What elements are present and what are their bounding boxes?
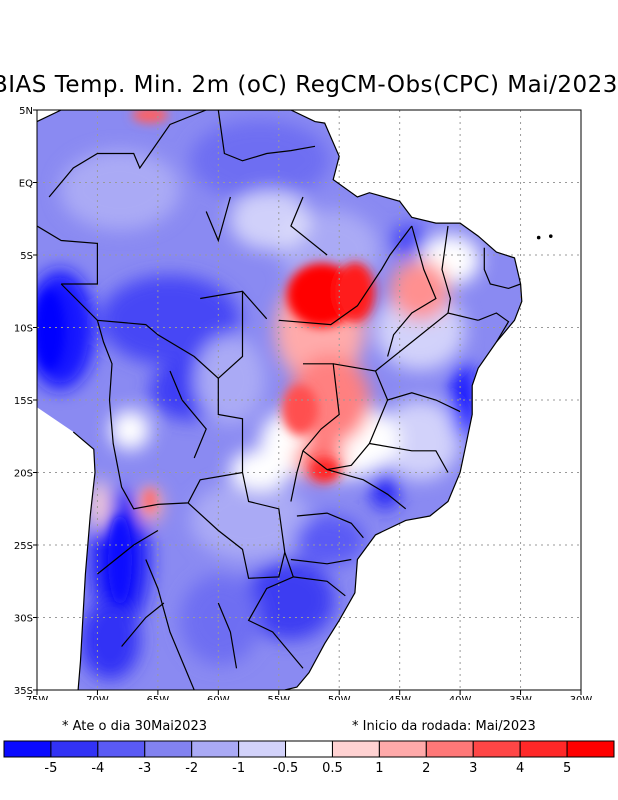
border-line bbox=[387, 225, 437, 357]
island-marker bbox=[548, 234, 553, 238]
legend-label: -5 bbox=[44, 761, 57, 776]
border-line bbox=[441, 225, 452, 314]
legend-label: 0.5 bbox=[322, 761, 343, 776]
legend-label: -0.5 bbox=[273, 761, 298, 776]
y-axis-ticks: 5N EQ 5S 10S 15S 20S 25S 30S 35S bbox=[14, 106, 37, 697]
border-line bbox=[145, 559, 195, 690]
note-until-date: * Ate o dia 30Mai2023 bbox=[62, 719, 207, 734]
y-tick-label: 5S bbox=[20, 251, 33, 262]
border-line bbox=[37, 225, 98, 285]
x-axis-ticks: 75W 70W 65W 60W 55W 50W 45W 40W 35W 30W bbox=[26, 690, 593, 700]
legend-swatch bbox=[519, 740, 568, 758]
legend-swatch bbox=[425, 740, 474, 758]
x-tick-label: 35W bbox=[509, 695, 532, 700]
y-tick-label: EQ bbox=[19, 179, 33, 190]
border-line bbox=[121, 602, 165, 647]
x-tick-label: 30W bbox=[570, 695, 593, 700]
border-line bbox=[326, 469, 407, 510]
border-line bbox=[96, 320, 243, 510]
x-tick-label: 65W bbox=[147, 695, 170, 700]
border-line bbox=[217, 602, 238, 669]
legend-label: 2 bbox=[422, 761, 430, 776]
legend-swatch bbox=[191, 740, 240, 758]
border-line bbox=[477, 312, 510, 343]
y-tick-label: 10S bbox=[14, 324, 33, 335]
legend-label: 4 bbox=[516, 761, 524, 776]
island-marker bbox=[536, 235, 541, 240]
legend-label: 3 bbox=[469, 761, 477, 776]
border-line bbox=[200, 290, 268, 320]
y-tick-label: 15S bbox=[14, 396, 33, 407]
legend-label: -1 bbox=[232, 761, 245, 776]
legend-label: -3 bbox=[138, 761, 151, 776]
border-line bbox=[217, 291, 244, 379]
legend-label: 1 bbox=[375, 761, 383, 776]
legend-label: 5 bbox=[563, 761, 571, 776]
border-line bbox=[48, 110, 207, 198]
border-line bbox=[217, 110, 316, 162]
border-line bbox=[369, 442, 449, 473]
border-line bbox=[187, 502, 286, 579]
y-tick-label: 30S bbox=[14, 614, 33, 625]
bias-map: 75W 70W 65W 60W 55W 50W 45W 40W 35W 30W 5N EQ 5S 10S… bbox=[14, 106, 593, 700]
map-title: BIAS Temp. Min. 2m (oC) RegCM-Obs(CPC) M… bbox=[0, 72, 618, 98]
x-tick-label: 60W bbox=[207, 695, 230, 700]
y-tick-label: 35S bbox=[14, 686, 33, 697]
y-tick-label: 25S bbox=[14, 541, 33, 552]
legend-label: -2 bbox=[185, 761, 198, 776]
border-line bbox=[290, 558, 352, 565]
x-tick-label: 40W bbox=[449, 695, 472, 700]
border-line bbox=[290, 196, 328, 256]
x-tick-label: 75W bbox=[26, 695, 49, 700]
legend-swatch bbox=[472, 740, 521, 758]
x-tick-label: 55W bbox=[267, 695, 290, 700]
border-line bbox=[293, 576, 346, 597]
x-tick-label: 70W bbox=[86, 695, 109, 700]
border-line bbox=[278, 225, 413, 326]
y-tick-label: 5N bbox=[19, 106, 33, 117]
border-line bbox=[97, 529, 159, 575]
x-tick-label: 50W bbox=[328, 695, 351, 700]
border-line bbox=[296, 512, 364, 539]
legend-swatch bbox=[97, 740, 146, 758]
legend-swatch bbox=[50, 740, 99, 758]
legend-swatch bbox=[566, 740, 615, 758]
border-line bbox=[387, 392, 461, 413]
legend-swatch bbox=[285, 740, 333, 758]
legend-swatch bbox=[331, 740, 380, 758]
border-line bbox=[205, 196, 231, 243]
border-line bbox=[169, 370, 207, 459]
legend-swatch bbox=[378, 740, 427, 758]
legend-swatch bbox=[144, 740, 193, 758]
political-borders bbox=[37, 110, 553, 690]
border-line bbox=[483, 247, 521, 290]
legend-swatch bbox=[3, 740, 52, 758]
legend-swatch bbox=[238, 740, 287, 758]
x-tick-label: 45W bbox=[388, 695, 411, 700]
y-tick-label: 20S bbox=[14, 469, 33, 480]
note-run-start: * Inicio da rodada: Mai/2023 bbox=[352, 719, 536, 734]
legend-label: -4 bbox=[91, 761, 104, 776]
border-line bbox=[375, 312, 479, 372]
